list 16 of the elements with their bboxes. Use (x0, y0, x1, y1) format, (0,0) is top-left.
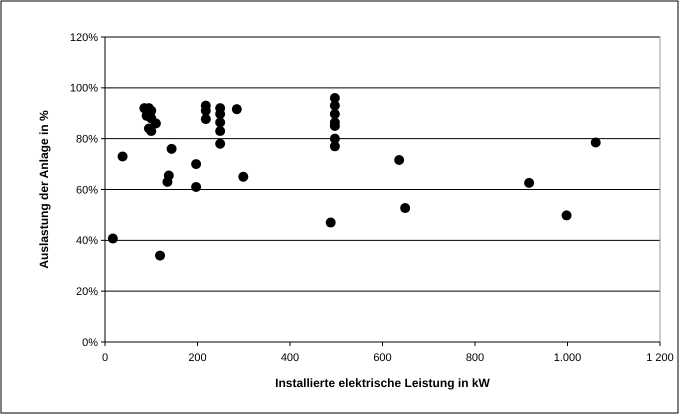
x-tick-label: 600 (373, 352, 392, 364)
y-tick-label: 80% (76, 134, 98, 146)
x-axis-title: Installierte elektrische Leistung in kW (275, 376, 491, 390)
y-tick-label: 20% (76, 286, 98, 298)
y-tick-label: 100% (70, 82, 98, 95)
y-axis-title: Auslastung der Anlage in % (37, 110, 51, 269)
x-tick-label: 800 (466, 352, 484, 364)
y-tick-label: 60% (76, 184, 98, 196)
y-tick-label: 120% (70, 32, 98, 44)
y-tick-label: 0% (82, 336, 98, 349)
x-tick-label: 400 (280, 352, 300, 364)
x-tick-label: 200 (188, 352, 207, 364)
x-tick-label: 1.000 (554, 352, 582, 364)
y-tick-label: 40% (76, 235, 98, 248)
x-tick-label: 0 (102, 352, 108, 364)
x-tick-label: 1 200 (646, 352, 674, 364)
